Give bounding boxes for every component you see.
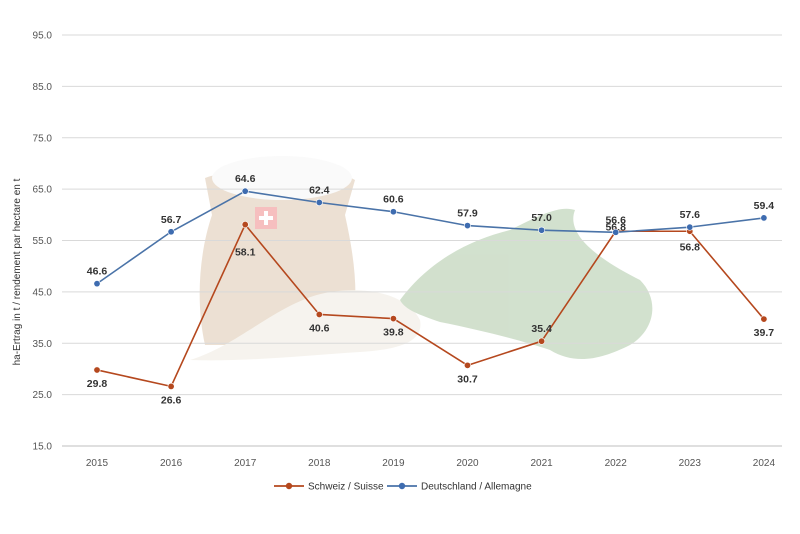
swiss-flag-emblem — [255, 207, 277, 229]
y-axis-ticks: 15.0 25.0 35.0 45.0 55.0 65.0 75.0 85.0 95.0 — [33, 31, 53, 453]
legend: Schweiz / Suisse Deutschland / Allemagne — [274, 482, 532, 493]
data-label: 40.6 — [309, 322, 330, 334]
data-point — [686, 223, 694, 231]
data-label: 57.9 — [457, 208, 478, 220]
swiss-cross-h — [259, 216, 273, 220]
y-tick-label: 65.0 — [33, 185, 53, 196]
legend-marker-deutschland — [398, 482, 406, 490]
data-point — [167, 228, 175, 236]
data-point — [93, 366, 101, 374]
sugar-beet-illustration — [190, 156, 653, 361]
x-tick-label: 2015 — [86, 458, 109, 469]
legend-item-schweiz[interactable]: Schweiz / Suisse — [274, 482, 384, 493]
y-tick-label: 25.0 — [33, 390, 53, 401]
x-tick-label: 2024 — [753, 458, 776, 469]
data-label: 35.4 — [531, 323, 552, 335]
data-point — [389, 315, 397, 323]
series-layer: 29.8 26.6 58.1 40.6 39.8 30.7 35.4 56.8 56.8 39.7… — [87, 173, 774, 406]
legend-marker-schweiz — [285, 482, 293, 490]
data-point — [389, 208, 397, 216]
data-label: 62.4 — [309, 184, 330, 196]
data-point — [241, 221, 249, 229]
data-point — [463, 222, 471, 230]
data-point — [538, 226, 546, 234]
data-label: 39.8 — [383, 327, 404, 339]
data-label: 64.6 — [235, 173, 256, 185]
x-tick-label: 2020 — [456, 458, 479, 469]
data-point — [93, 280, 101, 288]
y-tick-label: 45.0 — [33, 287, 53, 298]
x-tick-label: 2018 — [308, 458, 331, 469]
sugar-sack-shape — [199, 169, 356, 345]
data-point — [760, 214, 768, 222]
x-tick-label: 2016 — [160, 458, 183, 469]
data-label: 60.6 — [383, 194, 404, 206]
data-point — [612, 228, 620, 236]
y-tick-label: 75.0 — [33, 133, 53, 144]
x-tick-label: 2022 — [605, 458, 628, 469]
data-label: 57.6 — [680, 209, 701, 221]
y-tick-label: 55.0 — [33, 236, 53, 247]
legend-label-schweiz: Schweiz / Suisse — [308, 482, 384, 493]
y-tick-label: 85.0 — [33, 82, 53, 93]
y-tick-label: 35.0 — [33, 339, 53, 350]
x-axis-ticks: 2015 2016 2017 2018 2019 2020 2021 2022 2023 2024 — [86, 458, 776, 469]
legend-label-deutschland: Deutschland / Allemagne — [421, 482, 532, 493]
gridlines — [62, 34, 782, 447]
x-tick-label: 2017 — [234, 458, 257, 469]
data-point — [315, 310, 323, 318]
data-label: 46.6 — [87, 266, 108, 278]
data-point — [315, 198, 323, 206]
data-point — [760, 315, 768, 323]
data-point — [463, 361, 471, 369]
y-axis-label: ha-Ertrag in t / rendement par hectare e… — [12, 178, 23, 365]
data-label: 39.7 — [754, 327, 775, 339]
x-tick-label: 2019 — [382, 458, 405, 469]
series-deutschland: 46.6 56.7 64.6 62.4 60.6 57.9 57.0 56.6 57.6 59.4 — [87, 173, 775, 288]
swiss-cross-v — [264, 211, 268, 225]
x-tick-label: 2021 — [530, 458, 553, 469]
data-label: 26.6 — [161, 394, 182, 406]
y-tick-label: 95.0 — [33, 31, 53, 42]
y-tick-label: 15.0 — [33, 442, 53, 453]
legend-item-deutschland[interactable]: Deutschland / Allemagne — [387, 482, 532, 493]
series-schweiz: 29.8 26.6 58.1 40.6 39.8 30.7 35.4 56.8 56.8 39.7 — [87, 221, 774, 406]
series-line — [96, 190, 764, 285]
sugar-pile-shape — [212, 156, 352, 200]
data-label: 30.7 — [457, 373, 478, 385]
data-point — [538, 337, 546, 345]
data-point — [167, 382, 175, 390]
data-label: 57.0 — [531, 212, 552, 224]
x-tick-label: 2023 — [679, 458, 702, 469]
beet-leaves-shape — [400, 208, 653, 360]
data-label: 59.4 — [754, 200, 775, 212]
data-label: 29.8 — [87, 378, 108, 390]
data-label: 56.8 — [605, 221, 626, 233]
data-label: 56.6 — [605, 214, 626, 226]
data-label: 58.1 — [235, 247, 256, 259]
data-label: 56.8 — [680, 241, 701, 253]
series-line — [96, 223, 765, 388]
data-label: 56.7 — [161, 214, 182, 226]
data-point — [241, 187, 249, 195]
